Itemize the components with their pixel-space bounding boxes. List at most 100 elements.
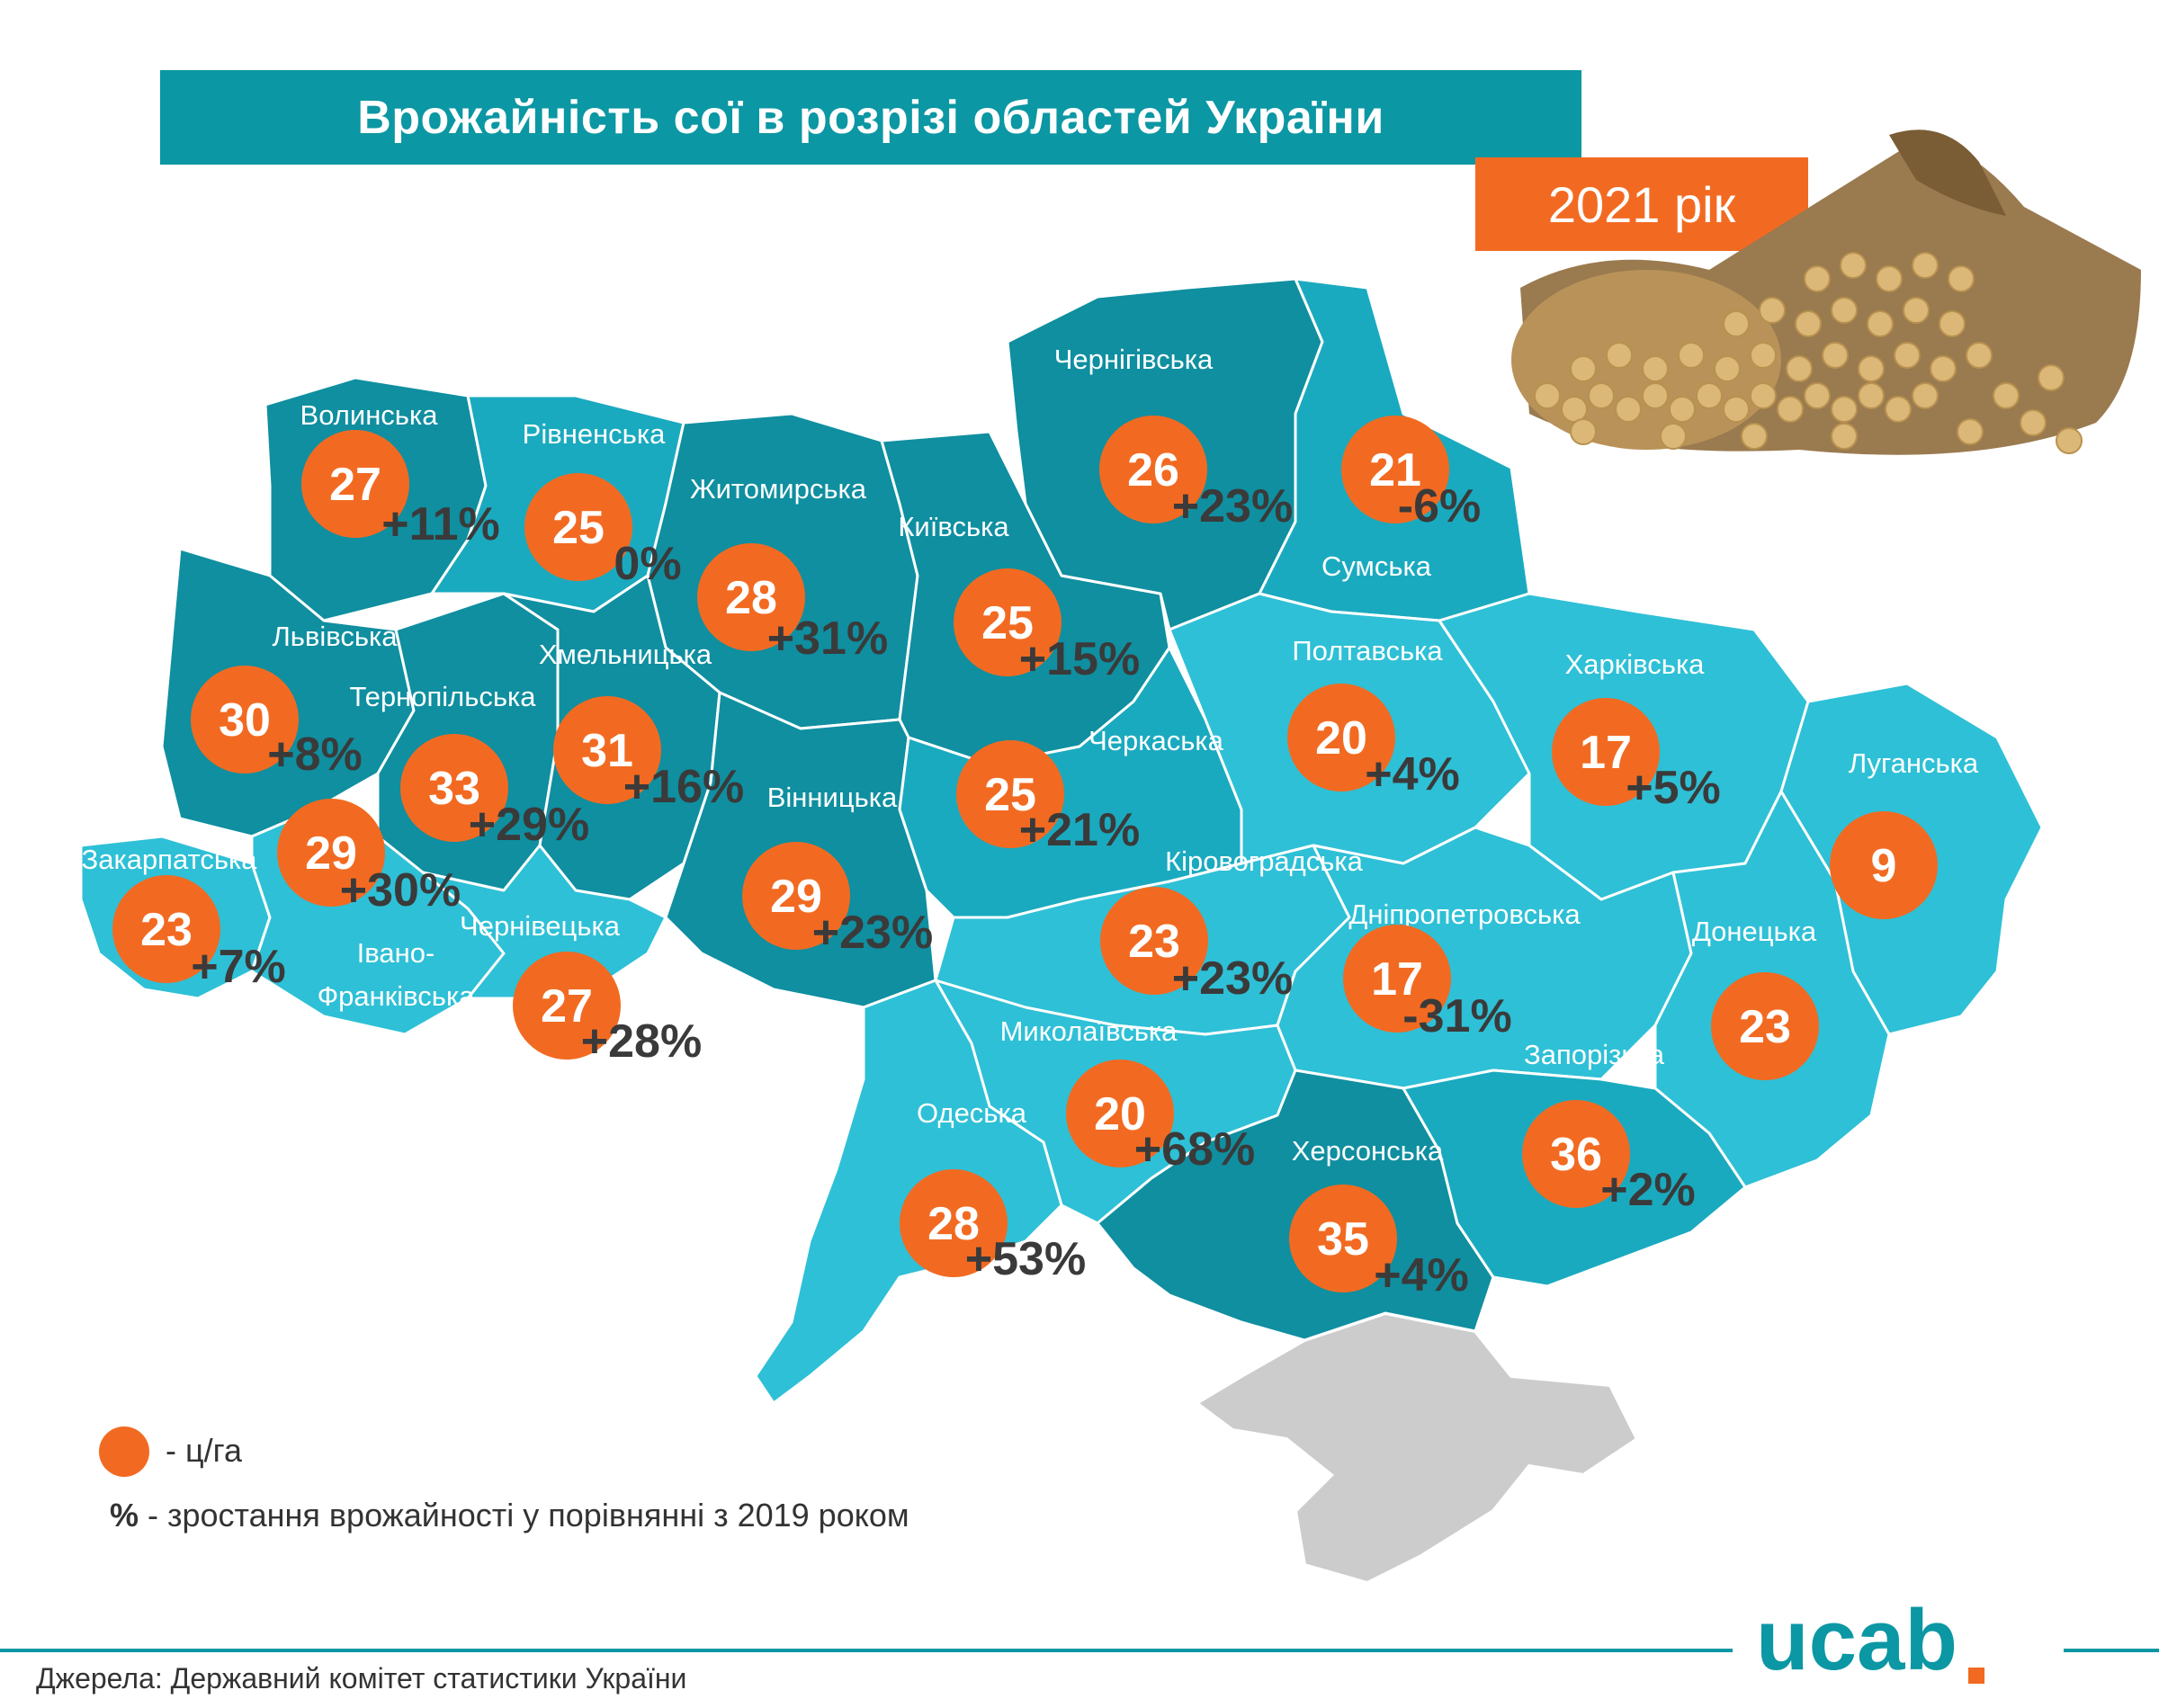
yield-marker	[1830, 811, 1938, 919]
region-label: Полтавська	[1292, 635, 1443, 666]
yield-value: 9	[1871, 840, 1897, 892]
yield-change: +4%	[1365, 748, 1460, 800]
yield-change: +28%	[581, 1015, 702, 1068]
region-label: Одеська	[917, 1097, 1027, 1129]
region-label: Миколаївська	[1000, 1015, 1178, 1047]
region-label: Закарпатська	[81, 844, 257, 875]
region-label: Луганська	[1849, 747, 1979, 779]
yield-marker	[524, 473, 632, 581]
yield-change: +16%	[623, 761, 744, 813]
soybean-sack-illustration	[1511, 130, 2141, 455]
source-note: Джерела: Державний комітет статистики Ук…	[36, 1662, 687, 1695]
yield-change: +29%	[469, 799, 589, 851]
region-label-ivano-2: Франківська	[318, 980, 476, 1012]
yield-value: 28	[927, 1198, 980, 1250]
footer-divider-right	[2064, 1649, 2159, 1652]
legend-percent-symbol: %	[110, 1497, 139, 1534]
yield-marker	[1287, 684, 1395, 791]
region-odeska	[754, 979, 1063, 1405]
region-chernivetska	[421, 844, 667, 1000]
yield-value: 29	[305, 827, 357, 880]
region-label: Сумська	[1321, 550, 1432, 582]
region-label: Кіровоградська	[1165, 845, 1364, 877]
yield-marker	[1066, 1060, 1174, 1167]
yield-marker	[400, 734, 508, 842]
region-label: Вінницька	[767, 782, 898, 813]
yield-value: 21	[1369, 444, 1421, 496]
yield-marker	[956, 740, 1064, 848]
ucab-logo: ucab	[1756, 1599, 1984, 1688]
year-badge: 2021 рік	[1475, 157, 1808, 251]
region-label: Херсонська	[1292, 1135, 1444, 1167]
yield-change: +23%	[812, 907, 933, 959]
yield-value: 20	[1315, 712, 1367, 765]
yield-marker	[191, 666, 299, 774]
yield-value: 27	[329, 459, 381, 511]
yield-value: 33	[428, 763, 480, 815]
yield-value: 23	[1739, 1001, 1791, 1053]
region-label: Хмельницька	[539, 639, 712, 670]
yield-marker	[742, 842, 850, 950]
region-label: Запорізька	[1524, 1039, 1665, 1070]
yield-marker	[900, 1169, 1008, 1277]
yield-change: +7%	[191, 941, 286, 993]
yield-change: 0%	[614, 538, 681, 590]
yield-change: +5%	[1626, 762, 1721, 814]
year-label: 2021 рік	[1547, 175, 1736, 233]
yield-change: +23%	[1172, 480, 1293, 532]
yield-marker	[1522, 1100, 1630, 1208]
yield-marker	[1552, 698, 1660, 806]
yield-change: +21%	[1019, 804, 1140, 856]
yield-marker	[954, 568, 1062, 676]
region-label: Київська	[898, 511, 1009, 542]
yield-value: 30	[219, 694, 271, 747]
yield-value: 28	[725, 572, 777, 624]
legend-orange-dot	[99, 1426, 149, 1477]
yield-value: 35	[1317, 1213, 1369, 1265]
region-label: Тернопільська	[349, 681, 536, 712]
yield-marker	[553, 696, 661, 804]
yield-marker	[1711, 972, 1819, 1080]
yield-value: 23	[1128, 916, 1180, 968]
region-label: Волинська	[300, 399, 439, 431]
region-label: Дніпропетровська	[1348, 899, 1581, 930]
yield-value: 25	[981, 597, 1034, 649]
region-label: Рівненська	[523, 418, 666, 450]
yield-value: 17	[1580, 727, 1632, 779]
yield-value: 36	[1550, 1129, 1602, 1181]
yield-value: 26	[1127, 444, 1179, 496]
yield-value: 27	[541, 980, 593, 1033]
yield-change: +15%	[1019, 633, 1140, 685]
logo-text: ucab	[1756, 1599, 1957, 1688]
legend-percent-line: % - зростання врожайності у порівнянні з…	[110, 1497, 909, 1534]
yield-marker	[277, 799, 385, 907]
yield-change: +11%	[381, 498, 500, 550]
yield-marker	[513, 952, 621, 1060]
yield-marker	[1343, 925, 1451, 1033]
yield-change: -31%	[1402, 990, 1511, 1042]
legend-percent-label: - зростання врожайності у порівнянні з 2…	[139, 1497, 909, 1534]
yield-value: 17	[1371, 953, 1423, 1006]
yield-value: 29	[770, 871, 822, 923]
yield-change: +53%	[965, 1233, 1086, 1285]
yield-value: 25	[984, 769, 1036, 821]
yield-value: 20	[1094, 1088, 1146, 1140]
crimea-region	[1193, 1310, 1640, 1586]
yield-change: +23%	[1172, 952, 1293, 1005]
region-label: Донецька	[1692, 916, 1817, 947]
yield-change: -6%	[1398, 480, 1481, 532]
region-label: Львівська	[272, 621, 398, 652]
yield-marker	[1100, 887, 1208, 995]
legend-unit-label: - ц/га	[166, 1432, 242, 1469]
region-label-ivano-1: Івано-	[357, 937, 435, 969]
title-banner: Врожайність сої в розрізі областей Украї…	[160, 70, 1581, 165]
region-label: Чернігівська	[1054, 344, 1214, 375]
footer-divider-left	[0, 1649, 1733, 1652]
page-title: Врожайність сої в розрізі областей Украї…	[357, 91, 1384, 144]
region-label: Харківська	[1565, 648, 1706, 680]
logo-orange-square	[1968, 1668, 1984, 1684]
yield-marker	[697, 543, 805, 651]
yield-change: +31%	[767, 613, 888, 665]
yield-marker	[1099, 416, 1207, 523]
